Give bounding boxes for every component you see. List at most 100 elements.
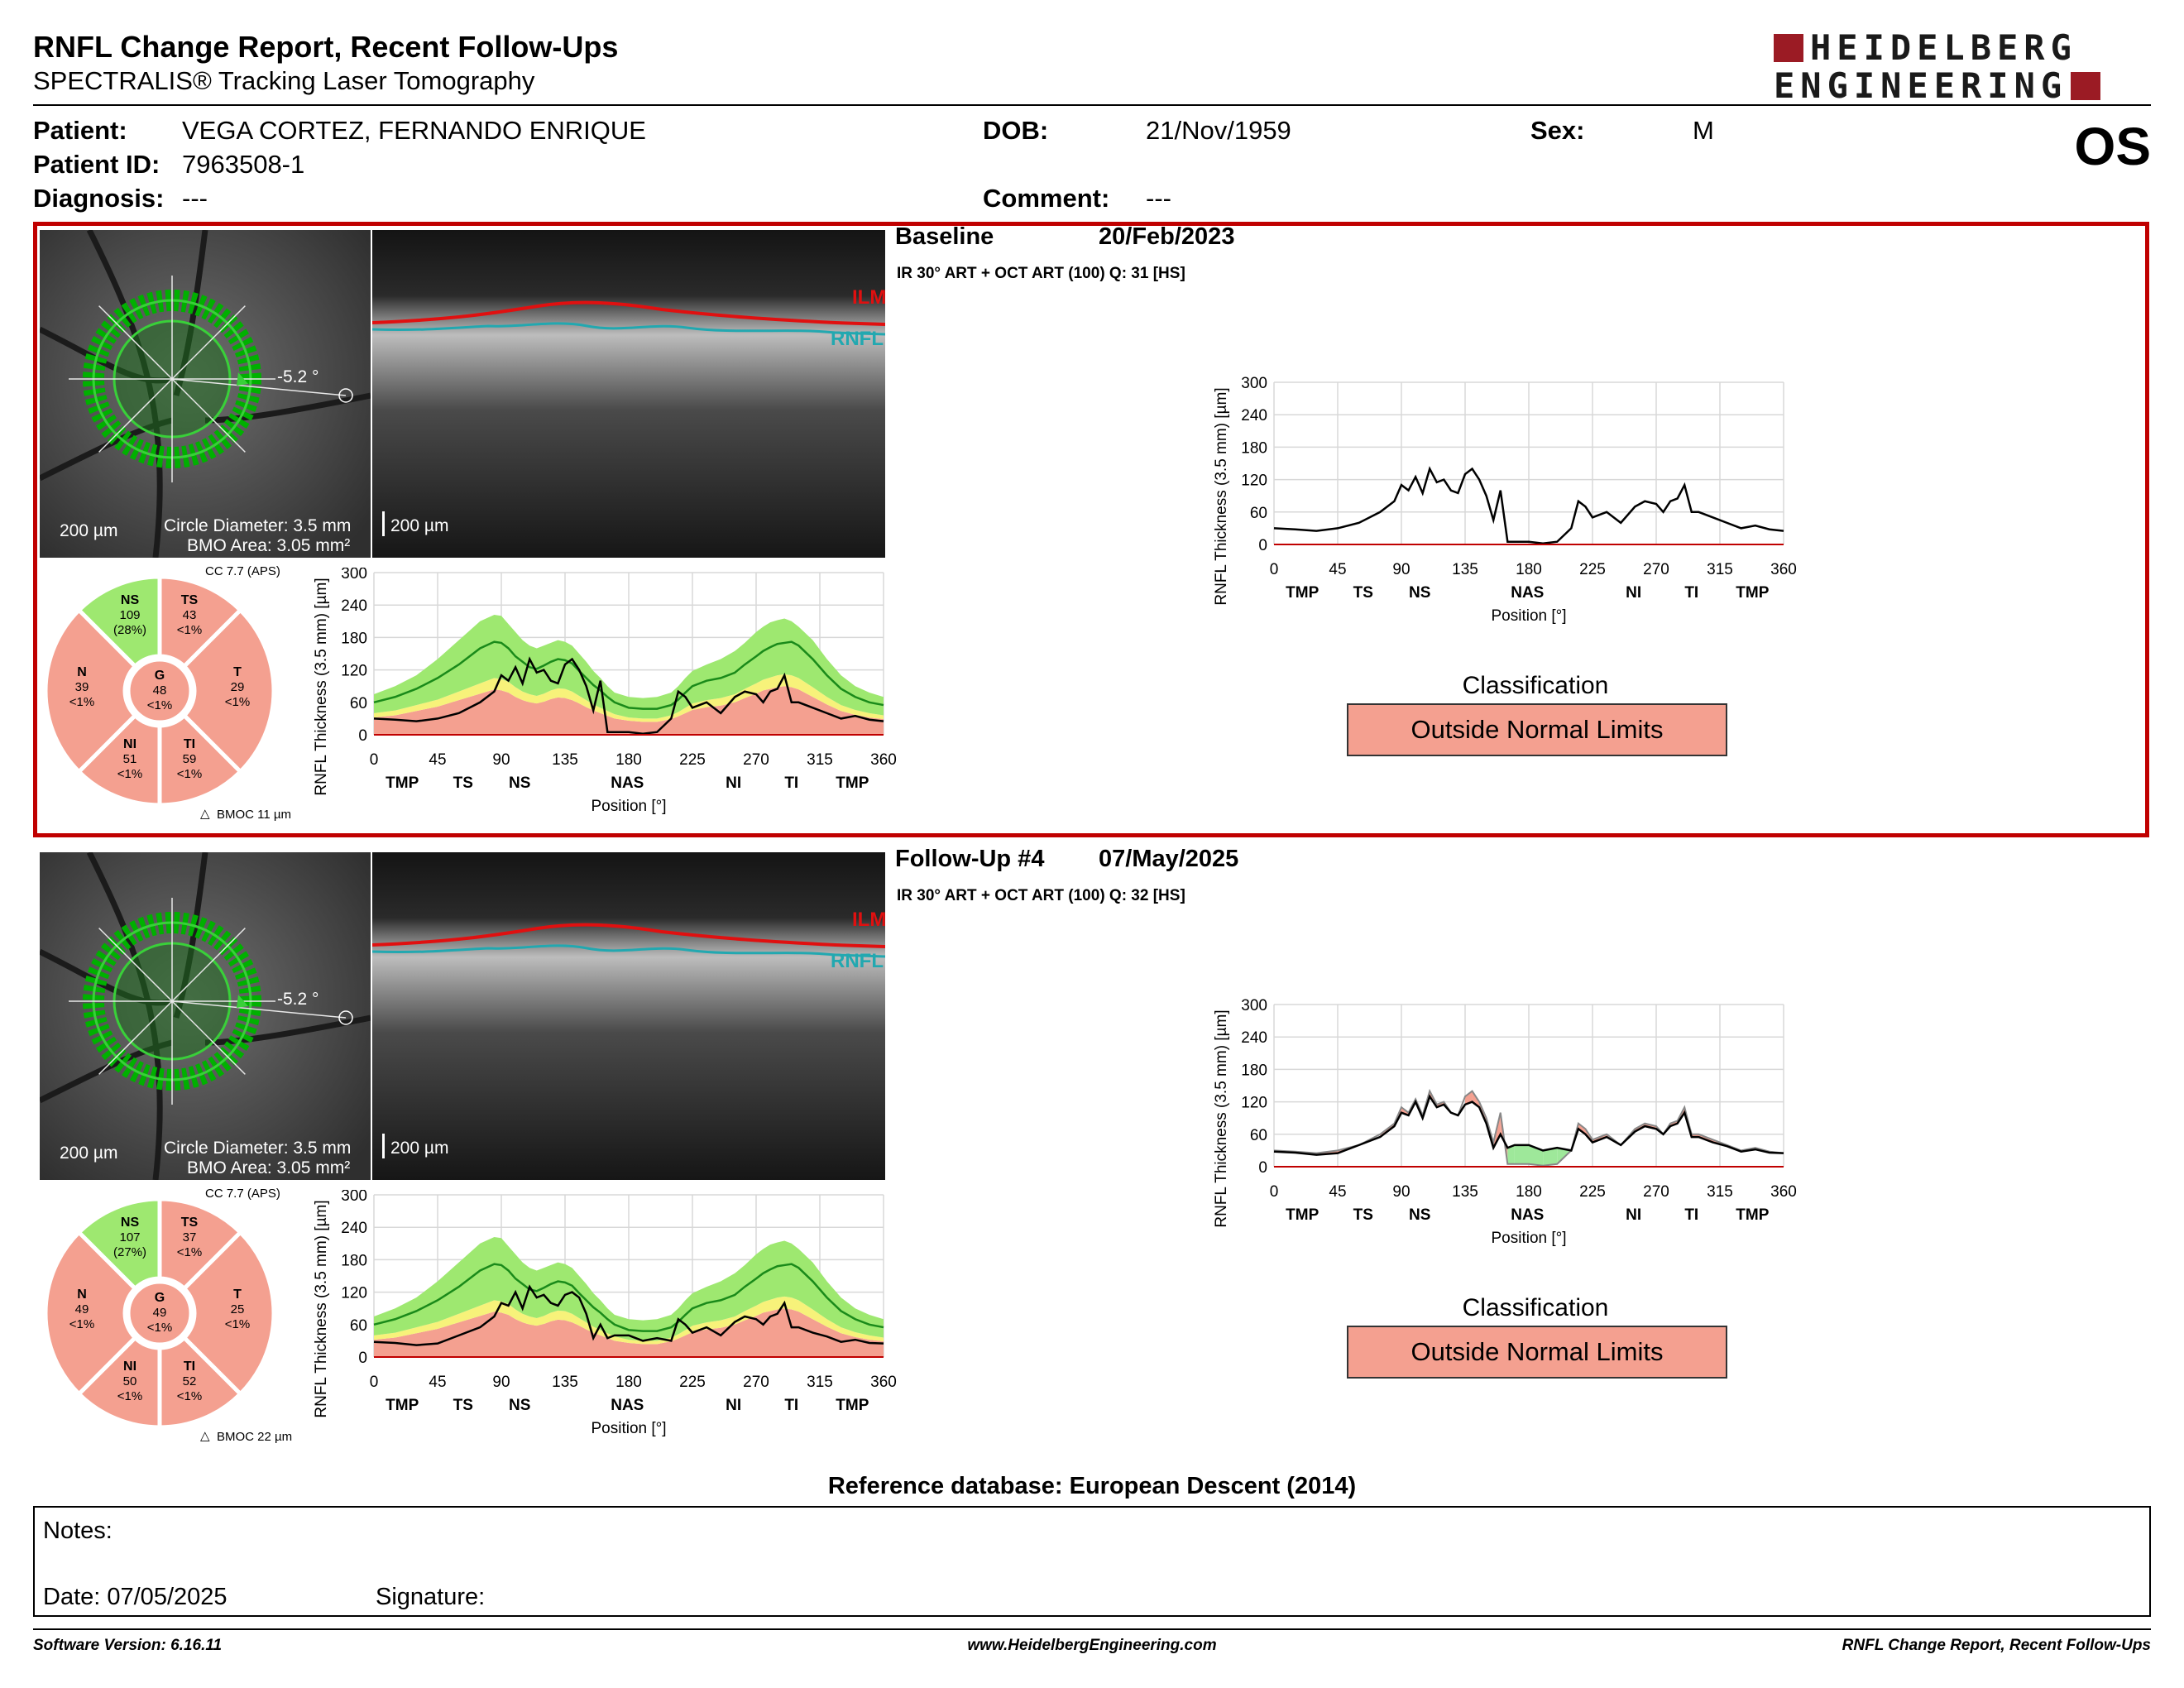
rnfl-label: RNFL bbox=[831, 950, 884, 972]
fundus-scale-bar: 200 µm bbox=[60, 1144, 118, 1163]
oct-scale-bar-icon bbox=[382, 511, 385, 536]
x-tick-label: 90 bbox=[1392, 1183, 1410, 1201]
y-tick-label: 180 bbox=[341, 1252, 367, 1269]
y-tick-label: 240 bbox=[1241, 1029, 1267, 1047]
sector-axis-label: NAS bbox=[611, 774, 644, 792]
sector-text: 49 bbox=[75, 1302, 89, 1316]
change-region bbox=[1514, 1144, 1529, 1164]
sector-text: T bbox=[233, 1288, 242, 1302]
y-tick-label: 60 bbox=[1250, 1127, 1267, 1144]
change-region bbox=[1465, 1091, 1473, 1105]
y-tick-label: 0 bbox=[1258, 537, 1267, 554]
x-tick-label: 135 bbox=[552, 1374, 578, 1391]
oct-drawing bbox=[372, 852, 885, 1180]
sector-axis-label: NS bbox=[1409, 584, 1430, 602]
oct-scale-label: 200 µm bbox=[390, 1139, 449, 1158]
sector-axis-label: NI bbox=[1626, 584, 1641, 602]
sector-t bbox=[181, 607, 276, 775]
sector-axis-label: TMP bbox=[386, 774, 419, 792]
x-axis-title: Position [°] bbox=[591, 798, 666, 815]
sector-text: G bbox=[155, 1291, 165, 1305]
bmoc-triangle-icon: △ bbox=[200, 807, 210, 821]
x-tick-label: 315 bbox=[807, 751, 833, 769]
rnfl-label: RNFL bbox=[831, 328, 884, 350]
change-region bbox=[1543, 1148, 1558, 1166]
sector-axis-label: NS bbox=[509, 774, 530, 792]
x-tick-label: 135 bbox=[1452, 1183, 1478, 1201]
sector-line bbox=[171, 378, 246, 453]
normative-profile-chart: 0 45 90 135 180 225 270 315 360 0 60 120 180 240 300 TM… bbox=[298, 565, 910, 816]
sector-text: 51 bbox=[123, 752, 137, 766]
x-tick-label: 315 bbox=[1707, 561, 1733, 578]
scan-direction-arrow-icon bbox=[237, 372, 248, 386]
header-divider bbox=[33, 104, 2151, 106]
x-tick-label: 225 bbox=[679, 751, 706, 769]
x-tick-label: 315 bbox=[807, 1374, 833, 1391]
sector-text: <1% bbox=[177, 767, 202, 781]
sector-text: (28%) bbox=[113, 623, 146, 637]
diagnosis-label: Diagnosis: bbox=[33, 184, 165, 213]
sector-line bbox=[98, 928, 173, 1002]
sector-text: TS bbox=[181, 593, 199, 607]
ilm-boundary bbox=[372, 300, 885, 326]
x-tick-label: 0 bbox=[370, 1374, 379, 1391]
sector-axis-label: TS bbox=[453, 1397, 473, 1414]
sector-axis-label: TMP bbox=[1736, 584, 1769, 602]
ilm-boundary bbox=[372, 923, 885, 948]
y-tick-label: 0 bbox=[358, 1350, 367, 1367]
sector-axis-label: TMP bbox=[386, 1397, 419, 1414]
fundus-drawing bbox=[40, 852, 371, 1180]
rnfl-boundary bbox=[372, 322, 885, 336]
report-name-footer: RNFL Change Report, Recent Follow-Ups bbox=[1842, 1637, 2151, 1654]
sector-text: <1% bbox=[69, 695, 94, 709]
logo-square-icon bbox=[2071, 72, 2101, 100]
rnfl-boundary bbox=[372, 944, 885, 958]
sector-text: (27%) bbox=[113, 1245, 146, 1259]
sector-global bbox=[126, 657, 194, 725]
change-region bbox=[1507, 1144, 1515, 1164]
normative-profile-svg: 0 45 90 135 180 225 270 315 360 0 60 120 180 240 300 TM… bbox=[313, 565, 897, 815]
sector-axis-label: TMP bbox=[1286, 584, 1319, 602]
website: www.HeidelbergEngineering.com bbox=[967, 1637, 1217, 1654]
classification-result: Outside Normal Limits bbox=[1347, 703, 1727, 756]
sector-text: <1% bbox=[147, 1321, 172, 1335]
dob-label: DOB: bbox=[983, 116, 1049, 145]
sector-ts bbox=[157, 1196, 244, 1292]
baseline-reference-line bbox=[1273, 1088, 1784, 1167]
sector-text: 50 bbox=[123, 1374, 137, 1388]
fovea-marker-icon bbox=[338, 388, 353, 403]
cc-label: CC 7.7 (APS) bbox=[205, 1187, 280, 1201]
sector-line bbox=[98, 305, 173, 380]
sector-text: 48 bbox=[153, 683, 167, 698]
exam-title: Follow-Up #4 bbox=[895, 846, 1045, 872]
x-tick-label: 45 bbox=[1329, 561, 1346, 578]
bmo-area: BMO Area: 3.05 mm² bbox=[187, 536, 351, 555]
oct-bscan bbox=[372, 230, 885, 558]
sector-axis-label: NAS bbox=[611, 1397, 644, 1414]
bmoc-label: BMOC 22 µm bbox=[217, 1430, 293, 1444]
circle-diameter: Circle Diameter: 3.5 mm bbox=[164, 1139, 352, 1158]
sector-axis-label: NI bbox=[1626, 1206, 1641, 1224]
sector-axis-label: TI bbox=[784, 774, 798, 792]
normative-profile-chart: 0 45 90 135 180 225 270 315 360 0 60 120 180 240 300 TM… bbox=[298, 1187, 910, 1438]
change-profile-chart: 0 45 90 135 180 225 270 315 360 0 60 120 180 240 300 TM… bbox=[1198, 993, 1843, 1274]
y-tick-label: 120 bbox=[341, 1285, 367, 1302]
oct-bscan bbox=[372, 852, 885, 1180]
change-region bbox=[1578, 1123, 1586, 1134]
y-tick-label: 300 bbox=[1241, 375, 1267, 392]
normal-limits-band bbox=[374, 1236, 884, 1341]
y-tick-label: 0 bbox=[1258, 1159, 1267, 1177]
sector-text: 109 bbox=[120, 608, 141, 622]
sector-line bbox=[171, 928, 246, 1002]
rnfl-measurement-line bbox=[1273, 466, 1784, 544]
sector-text: 29 bbox=[231, 680, 245, 694]
sector-axis-label: TS bbox=[1353, 1206, 1373, 1224]
sector-text: 52 bbox=[183, 1374, 197, 1388]
report-title: RNFL Change Report, Recent Follow-Ups bbox=[33, 30, 619, 64]
sector-text: 49 bbox=[153, 1306, 167, 1320]
sector-line bbox=[98, 378, 173, 453]
y-tick-label: 120 bbox=[341, 663, 367, 680]
sector-text: <1% bbox=[69, 1317, 94, 1331]
sector-text: TI bbox=[184, 1360, 195, 1374]
change-profile-svg: 0 45 90 135 180 225 270 315 360 0 60 120 180 240 300 TM… bbox=[1213, 375, 1797, 625]
